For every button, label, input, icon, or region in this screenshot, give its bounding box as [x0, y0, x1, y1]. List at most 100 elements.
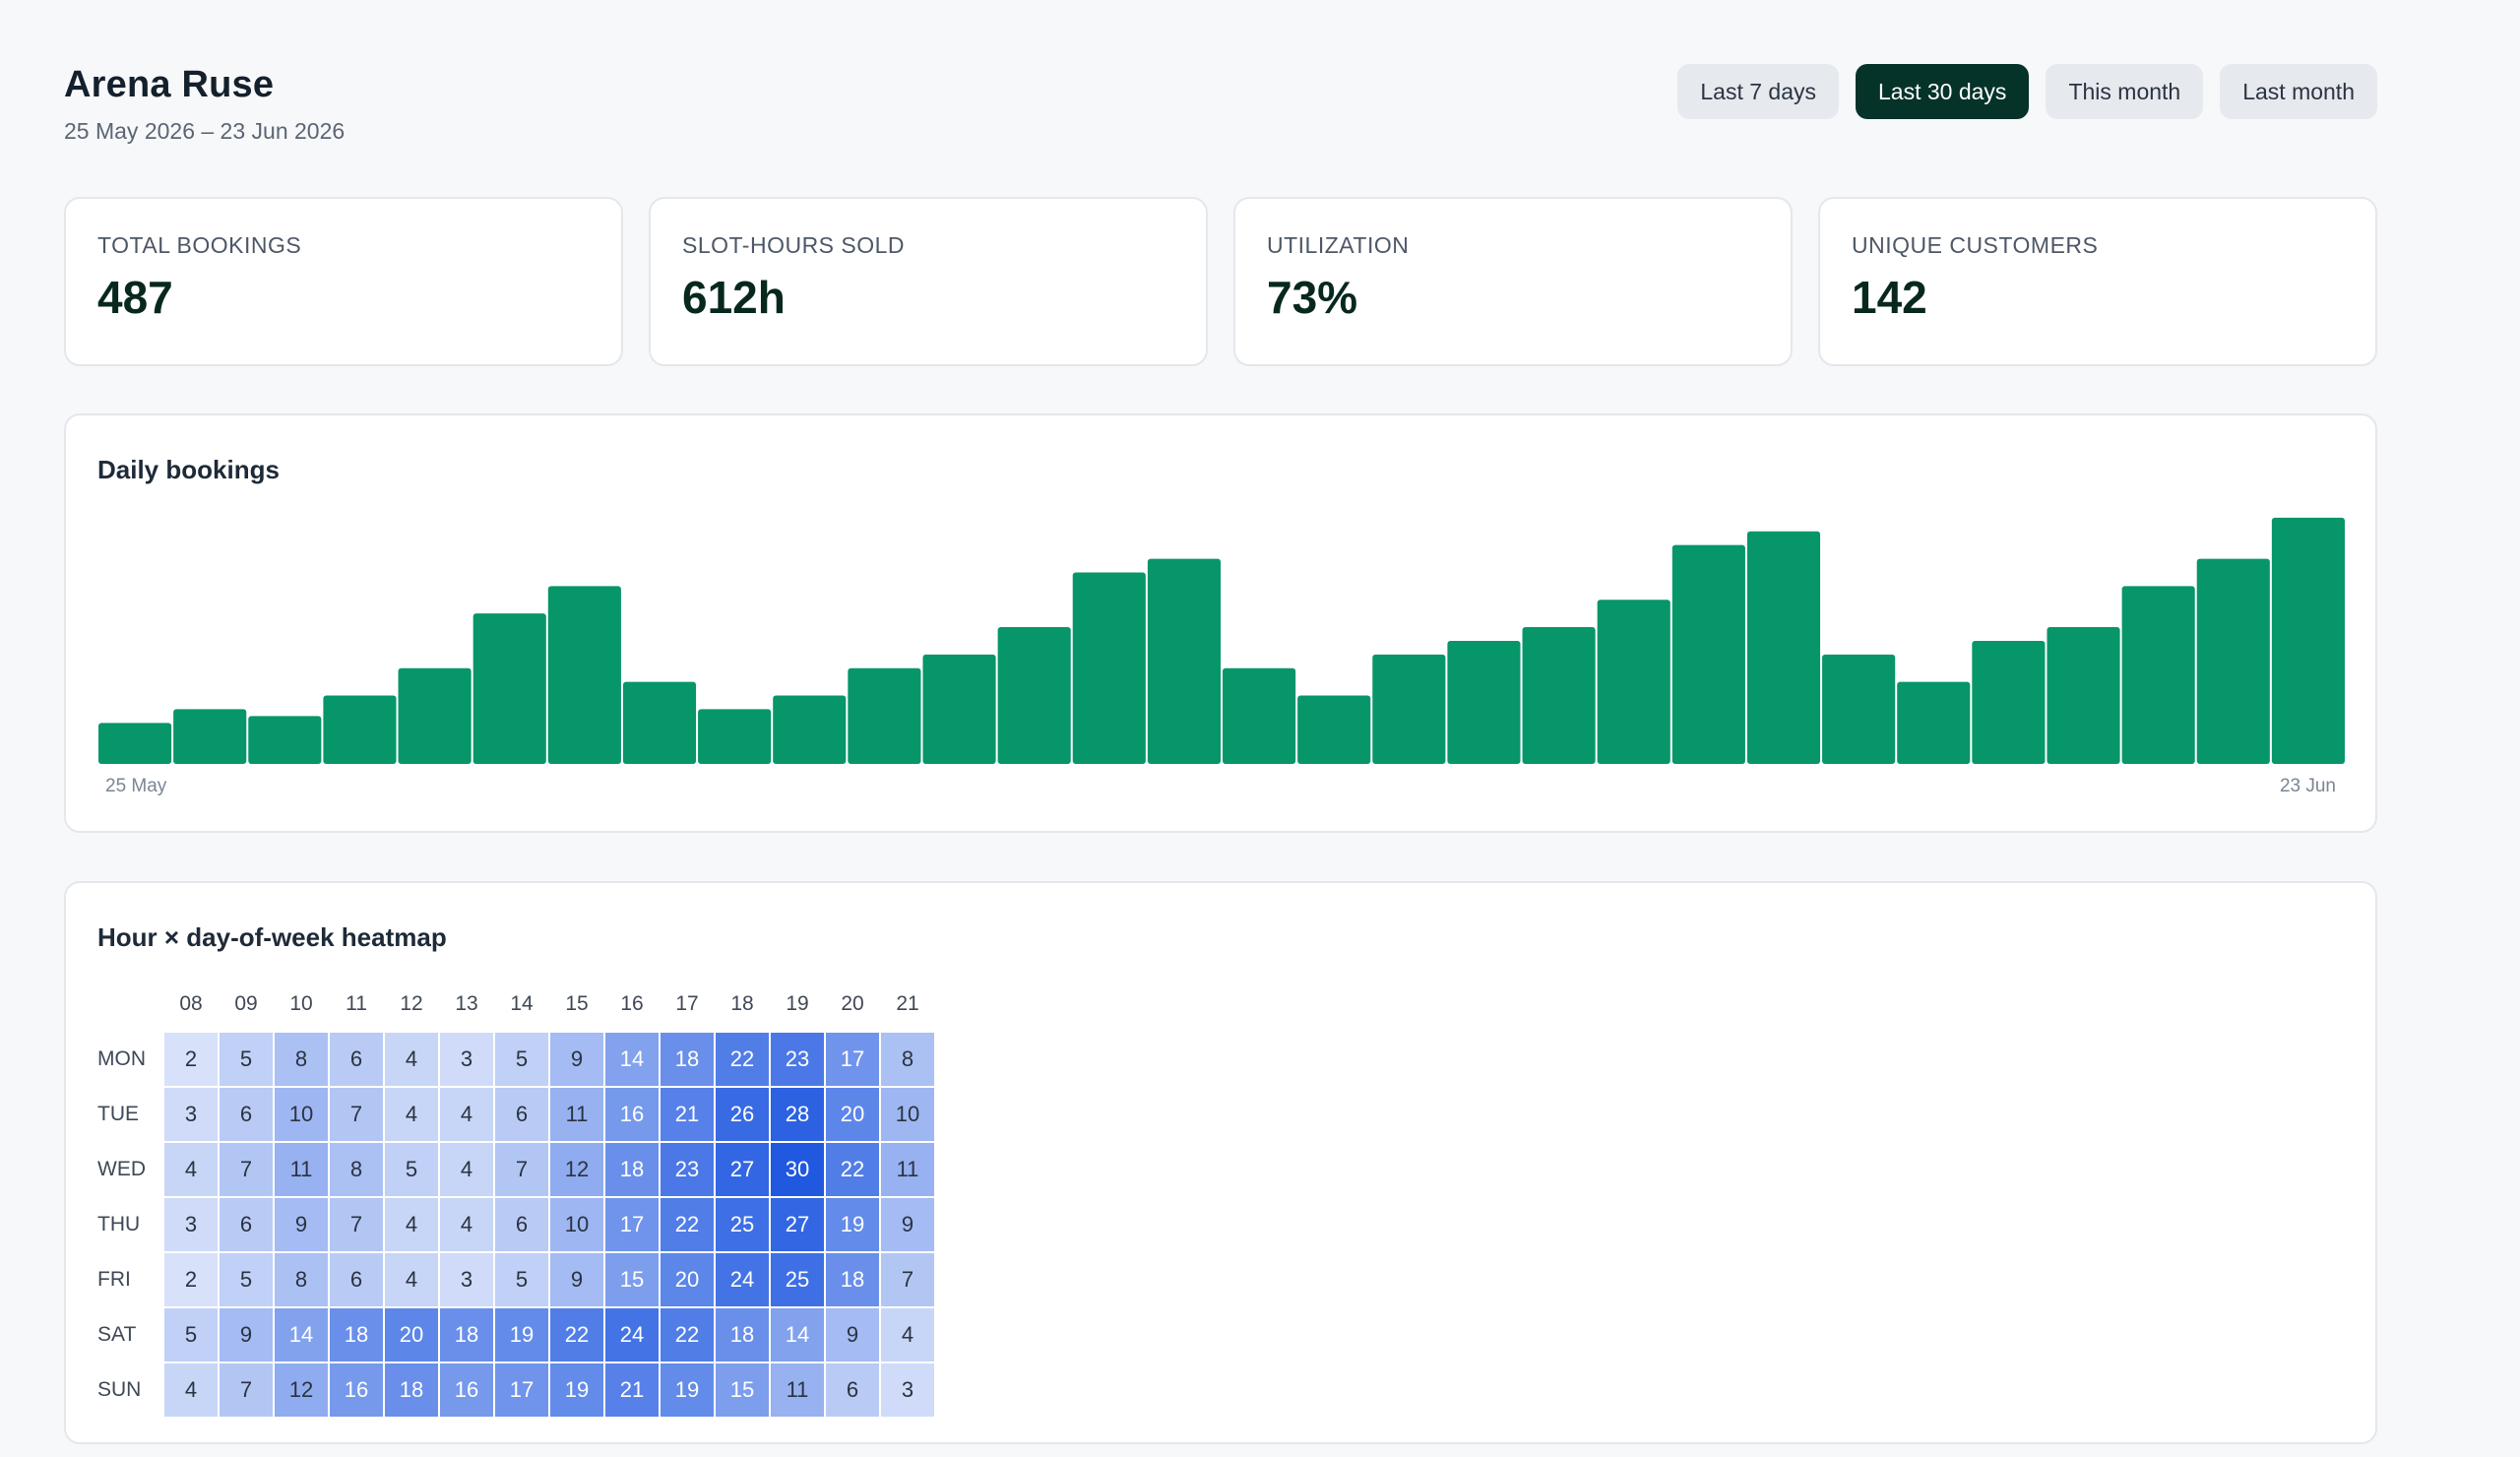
heatmap-hour-label: 09 — [234, 992, 258, 1015]
heatmap-cell: 4 — [440, 1088, 493, 1141]
heatmap-cell: 4 — [440, 1143, 493, 1196]
heatmap-cell: 18 — [826, 1253, 879, 1306]
heatmap-cell: 10 — [550, 1198, 603, 1251]
heatmap-cell: 4 — [881, 1308, 934, 1362]
heatmap-cell: 5 — [385, 1143, 438, 1196]
heatmap-cell: 10 — [881, 1088, 934, 1141]
bar — [848, 667, 921, 764]
heatmap-hour-label: 17 — [675, 992, 699, 1015]
bar — [622, 681, 697, 764]
heatmap-row: WED 4 7 11 8 5 4 7 12 18 23 27 30 22 11 — [97, 1142, 935, 1197]
heatmap-cell: 9 — [826, 1308, 879, 1362]
heatmap-cell: 3 — [881, 1363, 934, 1417]
kpi-card-total-bookings: TOTAL BOOKINGS 487 — [64, 197, 623, 366]
heatmap-hour-label: 19 — [786, 992, 809, 1015]
page-header: Arena Ruse 25 May 2026 – 23 Jun 2026 Las… — [64, 64, 2377, 153]
heatmap-cell: 6 — [330, 1253, 383, 1306]
kpi-label: TOTAL BOOKINGS — [97, 232, 302, 258]
bar — [472, 613, 546, 764]
heatmap-cell: 28 — [771, 1088, 824, 1141]
heatmap-day-label: WED — [97, 1158, 146, 1180]
heatmap-cell: 5 — [220, 1033, 273, 1086]
daily-bookings-card: Daily bookings 25 May 23 Jun — [64, 413, 2377, 833]
heatmap-day-label: TUE — [97, 1103, 139, 1125]
heatmap-cell: 4 — [440, 1198, 493, 1251]
heatmap-hour-label: 11 — [346, 992, 367, 1015]
bar — [1372, 654, 1446, 764]
heatmap-cell: 4 — [164, 1363, 218, 1417]
heatmap-cell: 7 — [495, 1143, 548, 1196]
heatmap-hour-label: 15 — [565, 992, 589, 1015]
heatmap-cell: 11 — [881, 1143, 934, 1196]
date-range-text: 25 May 2026 – 23 Jun 2026 — [64, 118, 346, 144]
bar — [323, 695, 397, 764]
heatmap-cell: 18 — [440, 1308, 493, 1362]
heatmap-cell: 5 — [495, 1033, 548, 1086]
bar — [2271, 517, 2345, 764]
heatmap-cell: 12 — [550, 1143, 603, 1196]
heatmap-cell: 5 — [220, 1253, 273, 1306]
heatmap-corner — [97, 977, 163, 1032]
heatmap-cell: 17 — [605, 1198, 659, 1251]
heatmap-cell: 7 — [220, 1363, 273, 1417]
bar — [1447, 640, 1521, 764]
heatmap-card: Hour × day-of-week heatmap 08 09 10 11 12 13 1… — [64, 881, 2377, 1444]
heatmap-cell: 10 — [275, 1088, 328, 1141]
bar — [1597, 600, 1670, 764]
bar — [1522, 627, 1596, 764]
kpi-row: TOTAL BOOKINGS 487 SLOT-HOURS SOLD 612h … — [64, 197, 2377, 366]
heatmap-hour-label: 21 — [896, 992, 919, 1015]
heatmap-cell: 5 — [495, 1253, 548, 1306]
heatmap-cell: 8 — [881, 1033, 934, 1086]
heatmap-cell: 22 — [661, 1308, 714, 1362]
heatmap-cell: 11 — [550, 1088, 603, 1141]
bar — [2047, 627, 2120, 764]
heatmap-day-label: FRI — [97, 1268, 131, 1291]
heatmap-hour-label: 20 — [841, 992, 864, 1015]
heatmap-cell: 16 — [605, 1088, 659, 1141]
heatmap-cell: 18 — [661, 1033, 714, 1086]
heatmap-hour-label: 18 — [730, 992, 754, 1015]
heatmap-cell: 9 — [881, 1198, 934, 1251]
heatmap-cell: 2 — [164, 1033, 218, 1086]
heatmap-cell: 7 — [220, 1143, 273, 1196]
heatmap-cell: 22 — [661, 1198, 714, 1251]
bar — [1746, 531, 1821, 764]
kpi-value: 612h — [682, 272, 786, 323]
heatmap-cell: 2 — [164, 1253, 218, 1306]
heatmap-cell: 14 — [771, 1308, 824, 1362]
heatmap-cell: 14 — [275, 1308, 328, 1362]
bar — [1297, 695, 1371, 764]
bar — [773, 695, 847, 764]
bar — [398, 667, 472, 764]
range-selector: Last 7 days Last 30 days This month Last… — [1677, 64, 2377, 119]
range-last-month-button[interactable]: Last month — [2220, 64, 2377, 119]
range-last-30-days-button[interactable]: Last 30 days — [1856, 64, 2030, 119]
kpi-label: UTILIZATION — [1267, 232, 1410, 258]
heatmap-cell: 20 — [385, 1308, 438, 1362]
bar — [248, 716, 322, 764]
bar — [1147, 558, 1221, 764]
heatmap-cell: 15 — [716, 1363, 769, 1417]
heatmap-hour-label: 16 — [620, 992, 644, 1015]
bar — [1072, 572, 1146, 764]
heatmap-cell: 19 — [661, 1363, 714, 1417]
bar — [98, 723, 172, 764]
heatmap-cell: 6 — [495, 1198, 548, 1251]
kpi-label: UNIQUE CUSTOMERS — [1852, 232, 2099, 258]
heatmap-cell: 7 — [330, 1198, 383, 1251]
range-this-month-button[interactable]: This month — [2046, 64, 2204, 119]
heatmap-row: MON 2 5 8 6 4 3 5 9 14 18 22 23 17 8 — [97, 1032, 935, 1087]
daily-bookings-chart — [98, 517, 2345, 764]
heatmap-cell: 22 — [550, 1308, 603, 1362]
heatmap-cell: 19 — [826, 1198, 879, 1251]
heatmap-row: TUE 3 6 10 7 4 4 6 11 16 21 26 28 20 10 — [97, 1087, 935, 1142]
chart-title: Daily bookings — [97, 455, 280, 484]
heatmap-cell: 7 — [330, 1088, 383, 1141]
bar — [698, 709, 772, 764]
heatmap-cell: 24 — [605, 1308, 659, 1362]
heatmap-cell: 9 — [550, 1253, 603, 1306]
heatmap-cell: 21 — [605, 1363, 659, 1417]
range-last-7-days-button[interactable]: Last 7 days — [1677, 64, 1840, 119]
